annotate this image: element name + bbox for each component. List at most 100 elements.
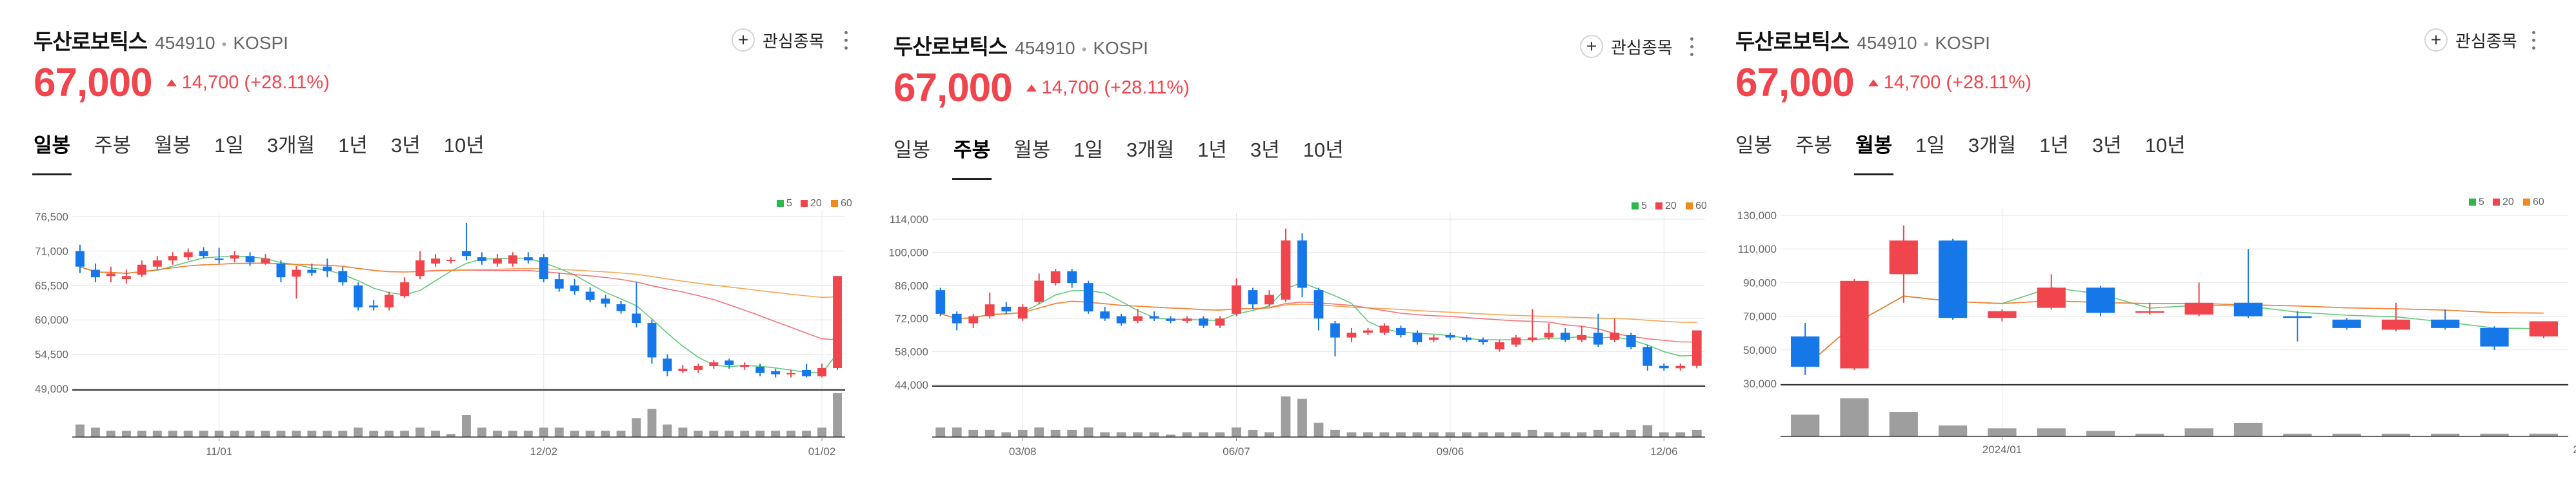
plus-icon: + xyxy=(1580,35,1603,58)
volume-bar xyxy=(2529,433,2558,436)
stock-name: 두산로보틱스 xyxy=(1735,30,1850,54)
candle xyxy=(106,273,115,277)
y-tick-label: 60,000 xyxy=(35,314,68,326)
legend-swatch xyxy=(801,200,808,207)
stock-name: 두산로보틱스 xyxy=(34,30,148,54)
watchlist-button[interactable]: + 관심종목 xyxy=(732,27,824,53)
price-chart-weekly[interactable]: 114,000 100,000 86,000 72,000 58,000 44,000 5 2… xyxy=(860,193,1718,477)
candle xyxy=(183,252,193,258)
candle xyxy=(1412,333,1423,342)
tab-weekly[interactable]: 주봉 xyxy=(1795,134,1833,157)
tab-1day[interactable]: 1일 xyxy=(1915,134,1945,157)
volume-bar xyxy=(1988,428,2017,436)
tab-weekly[interactable]: 주봉 xyxy=(94,134,132,157)
volume-bar xyxy=(1281,396,1291,437)
volume-bar xyxy=(585,431,595,437)
tab-10years[interactable]: 10년 xyxy=(443,134,484,157)
volume-bar xyxy=(214,431,224,437)
watchlist-button[interactable]: + 관심종목 xyxy=(1580,34,1673,59)
y-tick-label: 44,000 xyxy=(895,379,928,391)
volume-bar xyxy=(1313,422,1324,437)
legend-label: 20 xyxy=(1665,200,1677,211)
candle xyxy=(446,259,455,261)
volume-bar xyxy=(2135,433,2164,436)
candle xyxy=(1166,318,1175,321)
volume-bar xyxy=(1412,432,1423,437)
volume-bar xyxy=(724,431,734,437)
volume-bar xyxy=(183,431,193,437)
volume-bar xyxy=(2332,433,2361,436)
tab-10years[interactable]: 10년 xyxy=(1303,139,1344,161)
candle xyxy=(585,291,595,300)
price-chart-daily[interactable]: 76,500 71,000 65,500 60,000 54,500 49,000 5 20 6… xyxy=(0,193,858,477)
stock-header: 두산로보틱스 454910 • KOSPI xyxy=(894,30,1148,62)
tab-1day[interactable]: 1일 xyxy=(214,134,244,157)
volume-bar xyxy=(168,431,177,437)
volume-bar xyxy=(338,431,348,437)
tab-monthly[interactable]: 월봉 xyxy=(1854,126,1894,175)
tab-monthly[interactable]: 월봉 xyxy=(154,134,192,157)
more-options-icon[interactable] xyxy=(843,28,849,52)
tab-3years[interactable]: 3년 xyxy=(2092,134,2122,157)
tab-1day[interactable]: 1일 xyxy=(1073,139,1103,161)
tab-3years[interactable]: 3년 xyxy=(390,134,421,157)
candle xyxy=(508,255,517,264)
tab-daily[interactable]: 일봉 xyxy=(32,126,72,175)
candle xyxy=(75,251,85,267)
price-change: 14,700 (+28.11%) xyxy=(166,72,330,93)
candle xyxy=(369,305,379,307)
volume-bar xyxy=(477,427,486,437)
price-row: 67,000 14,700 (+28.11%) xyxy=(34,57,330,108)
legend-swatch xyxy=(777,200,784,207)
candle xyxy=(786,373,796,375)
tab-daily[interactable]: 일봉 xyxy=(894,139,931,161)
legend-swatch xyxy=(1655,202,1662,209)
volume-bar xyxy=(1938,425,1968,436)
tab-daily[interactable]: 일봉 xyxy=(1735,134,1773,157)
candle xyxy=(1248,290,1258,305)
stock-code: 454910 xyxy=(155,33,215,53)
candle xyxy=(1462,337,1472,340)
price-chart-monthly[interactable]: 130,000 110,000 90,000 70,000 50,000 30,000 5 2… xyxy=(1720,193,2576,477)
watchlist-label: 관심종목 xyxy=(763,31,824,51)
tab-monthly[interactable]: 월봉 xyxy=(1013,139,1051,161)
candle xyxy=(1889,240,1918,275)
volume-bar xyxy=(1544,432,1554,437)
tab-1year[interactable]: 1년 xyxy=(338,134,368,157)
y-tick-label: 90,000 xyxy=(1743,277,1777,289)
tab-3months[interactable]: 3개월 xyxy=(1968,134,2017,157)
tab-10years[interactable]: 10년 xyxy=(2144,134,2186,157)
candle xyxy=(477,257,486,261)
ma60-line xyxy=(1804,295,2544,367)
market-label: KOSPI xyxy=(1935,33,1990,53)
more-options-icon[interactable] xyxy=(1688,35,1695,58)
volume-bar xyxy=(1346,432,1357,437)
volume-bar xyxy=(786,431,796,437)
volume-bar xyxy=(755,431,765,437)
candle xyxy=(1379,326,1390,333)
more-options-icon[interactable] xyxy=(2530,28,2537,52)
tab-3years[interactable]: 3년 xyxy=(1250,139,1280,161)
candle xyxy=(1100,311,1110,319)
tab-3months[interactable]: 3개월 xyxy=(1126,139,1175,161)
stock-header: 두산로보틱스 454910 • KOSPI xyxy=(1735,24,1990,57)
candle xyxy=(1083,283,1093,312)
y-tick-label: 114,000 xyxy=(890,213,928,226)
candle xyxy=(1659,365,1669,369)
volume-bar xyxy=(1511,432,1521,437)
watchlist-label: 관심종목 xyxy=(2455,31,2517,51)
volume-bar xyxy=(802,431,812,437)
candle xyxy=(678,368,688,371)
watchlist-button[interactable]: + 관심종목 xyxy=(2424,27,2517,53)
candle xyxy=(1791,336,1820,367)
volume-bar xyxy=(1116,432,1126,437)
candle xyxy=(384,295,394,307)
tab-weekly[interactable]: 주봉 xyxy=(952,131,992,180)
volume-bar xyxy=(1067,429,1077,437)
candle xyxy=(214,258,224,260)
tab-1year[interactable]: 1년 xyxy=(1197,139,1227,161)
plus-icon: + xyxy=(2424,28,2448,52)
tab-3months[interactable]: 3개월 xyxy=(266,134,315,157)
tab-1year[interactable]: 1년 xyxy=(2039,134,2069,157)
y-tick-label: 130,000 xyxy=(1737,209,1777,222)
